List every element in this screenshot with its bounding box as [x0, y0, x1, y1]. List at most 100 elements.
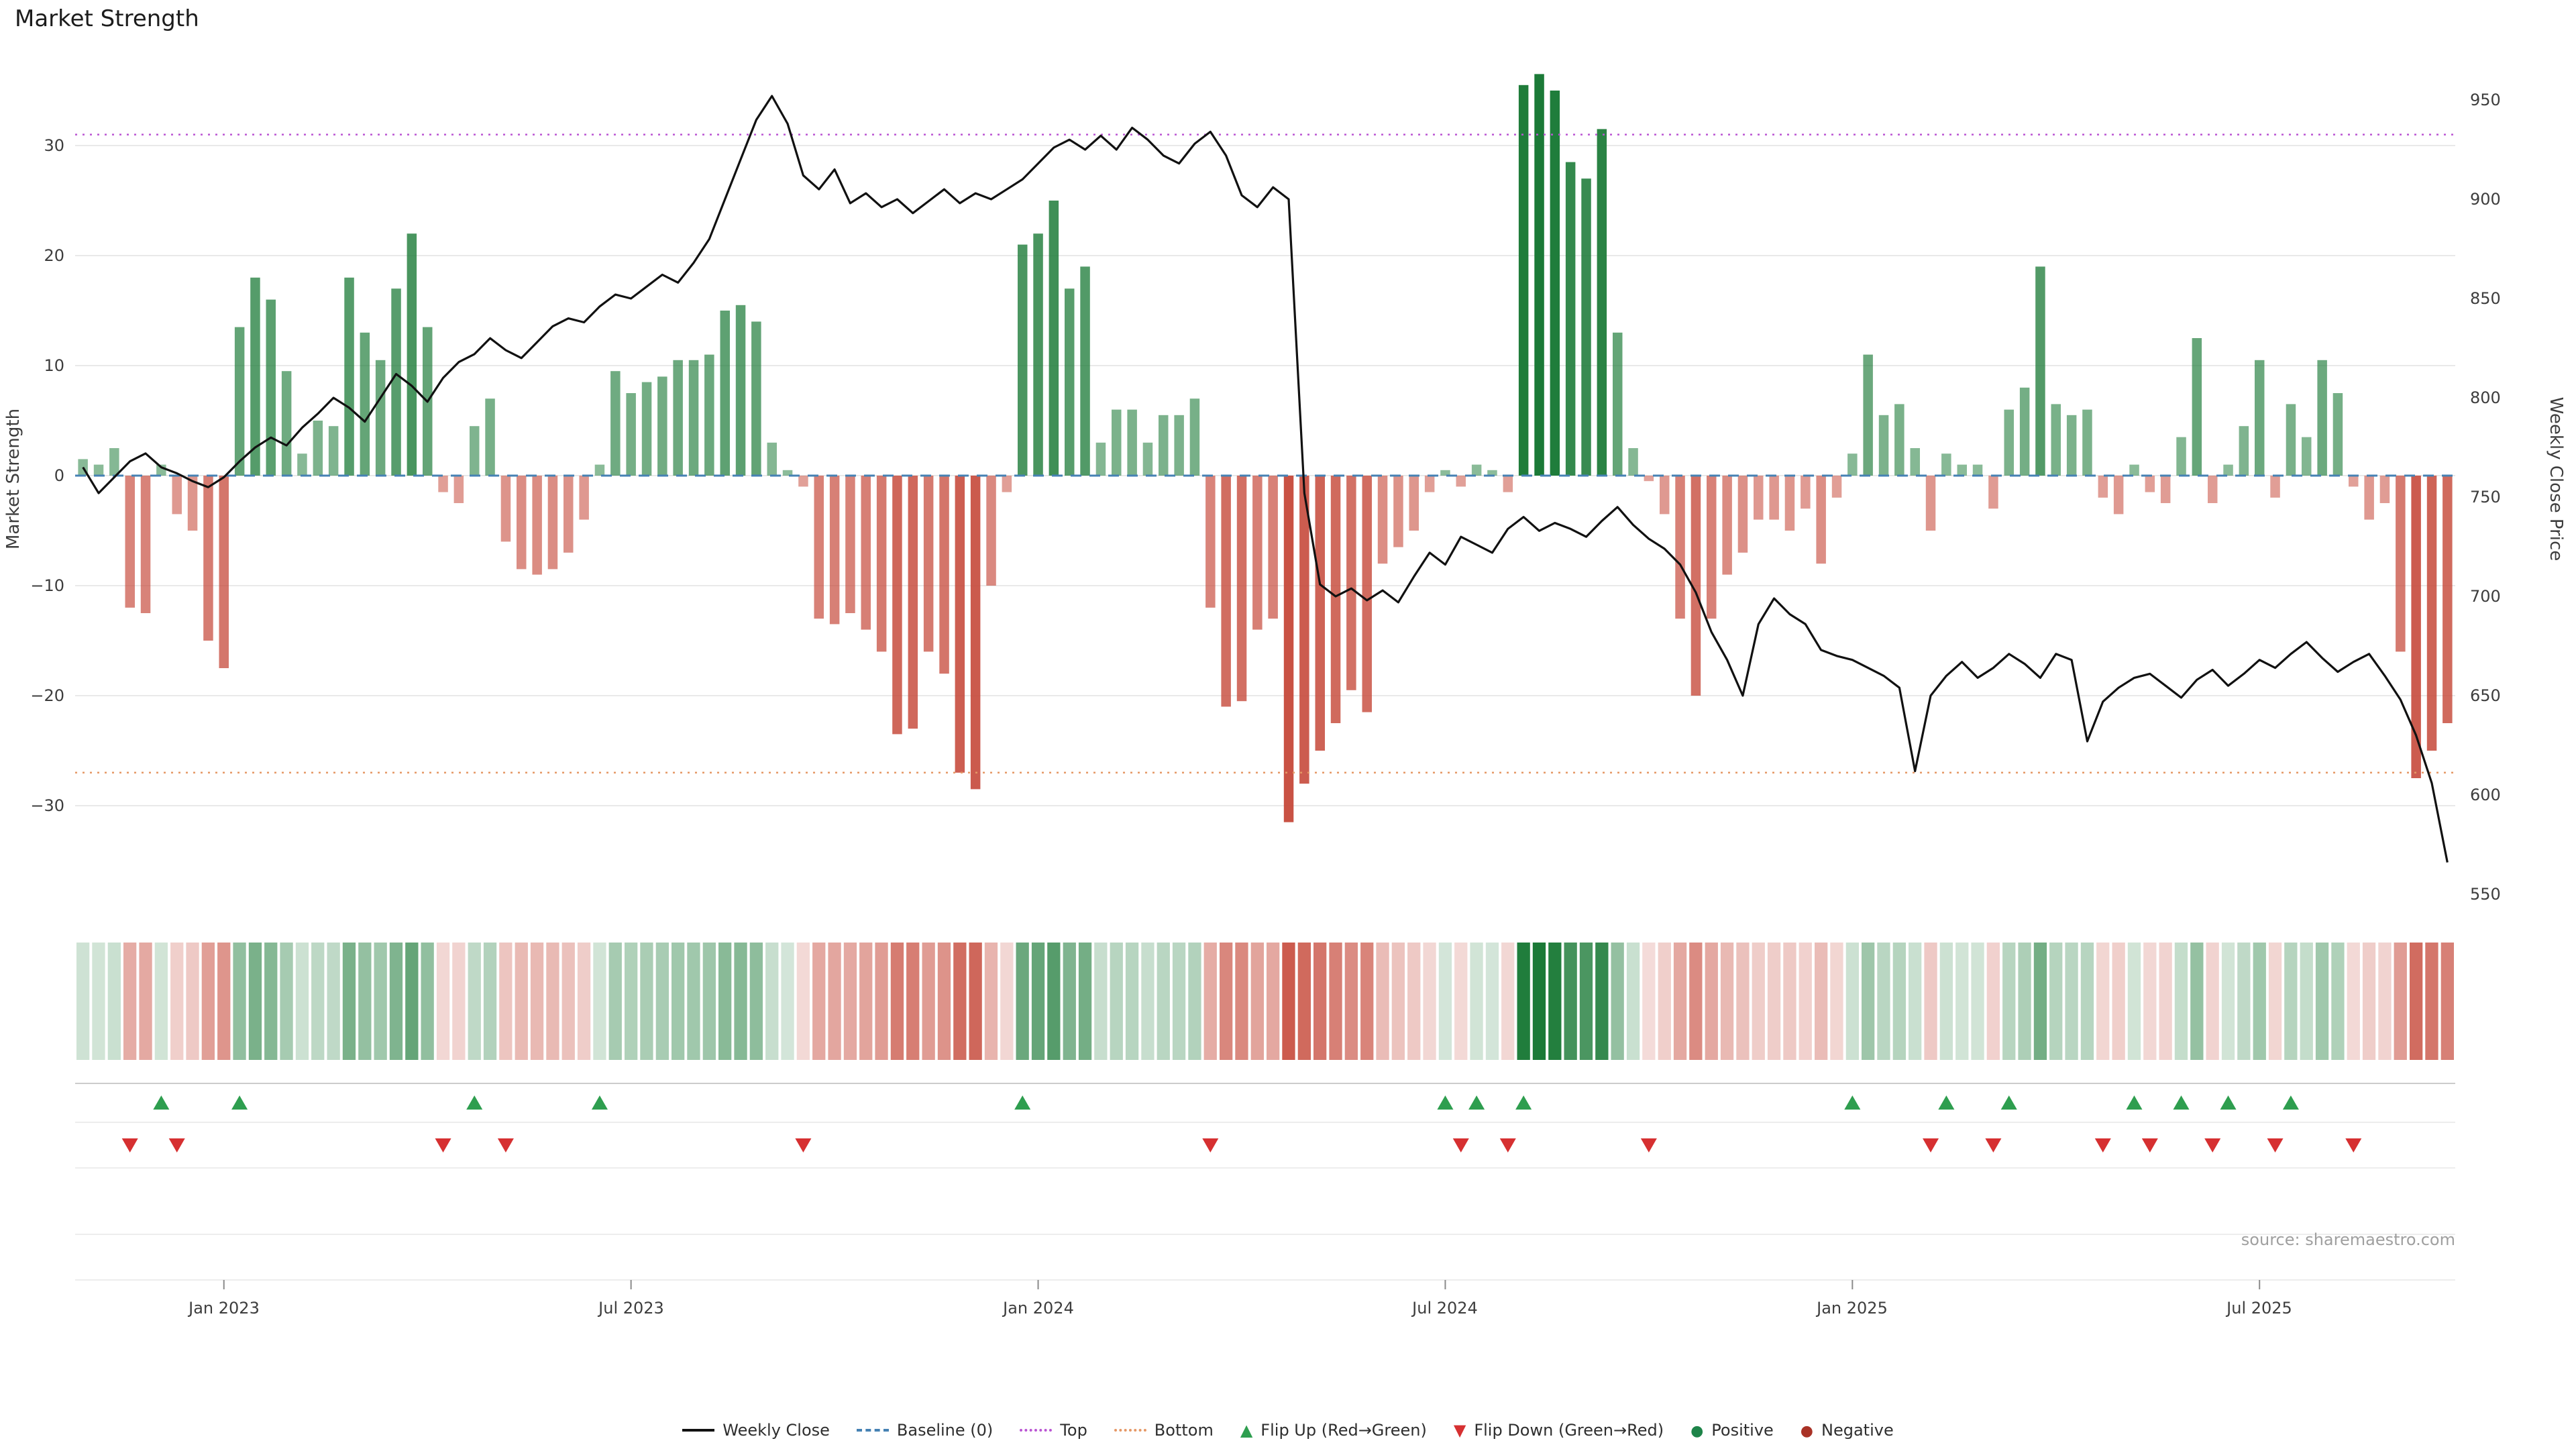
heatmap-cell — [1862, 943, 1875, 1060]
right-tick: 550 — [2470, 885, 2501, 904]
strength-bar — [2364, 476, 2374, 520]
flip-down-marker — [168, 1138, 185, 1152]
strength-bar — [1941, 453, 1951, 476]
strength-bar — [1174, 415, 1184, 476]
heatmap-cell — [1078, 943, 1092, 1060]
heatmap-cell — [749, 943, 763, 1060]
strength-bar — [1205, 476, 1216, 608]
heatmap-cell — [2331, 943, 2345, 1060]
strength-bar — [1675, 476, 1685, 619]
heatmap-cell — [875, 943, 888, 1060]
flip-down-marker — [2141, 1138, 2158, 1152]
heatmap-cell — [2002, 943, 2016, 1060]
x-tick: Jan 2024 — [1002, 1299, 1074, 1318]
heatmap-cell — [1220, 943, 1233, 1060]
heatmap-cell — [640, 943, 653, 1060]
heatmap-cell — [1939, 943, 1953, 1060]
heatmap-cell — [2190, 943, 2204, 1060]
strength-bar — [1910, 448, 1920, 476]
strength-bar — [203, 476, 213, 641]
strength-bar — [1127, 409, 1137, 476]
flip-up-marker — [466, 1095, 483, 1110]
strength-bar — [266, 299, 276, 476]
heatmap-cell — [1673, 943, 1687, 1060]
strength-bar — [939, 476, 949, 674]
heatmap-cell — [201, 943, 215, 1060]
strength-bar — [1597, 129, 1607, 476]
heatmap-cell — [2080, 943, 2094, 1060]
strength-bar — [250, 277, 260, 476]
baseline-line-icon — [856, 1429, 889, 1432]
strength-bar — [2066, 415, 2077, 476]
heatmap-cell — [1752, 943, 1765, 1060]
heatmap-cell — [2143, 943, 2157, 1060]
heatmap-cell — [2410, 943, 2423, 1060]
heatmap-cell — [311, 943, 325, 1060]
strength-bar — [1784, 476, 1795, 531]
heatmap-cell — [1391, 943, 1405, 1060]
strength-bar — [1018, 244, 1028, 476]
strength-bar — [1628, 448, 1638, 476]
heatmap-cell — [2440, 943, 2454, 1060]
strength-bar — [2113, 476, 2124, 515]
heatmap-cell — [672, 943, 685, 1060]
flip-down-marker — [2345, 1138, 2362, 1152]
legend-label: Weekly Close — [722, 1421, 830, 1440]
heatmap-cell — [1141, 943, 1155, 1060]
left-axis-label: Market Strength — [3, 409, 23, 549]
strength-bar — [1863, 354, 1873, 476]
heatmap-cell — [1548, 943, 1562, 1060]
strength-bar — [2019, 387, 2030, 476]
heatmap-cell — [1924, 943, 1937, 1060]
flip-down-marker — [1452, 1138, 1469, 1152]
strength-bar — [1707, 476, 1717, 619]
strength-bar — [2051, 404, 2061, 476]
flip-down-marker — [497, 1138, 514, 1152]
heatmap-cell — [1955, 943, 1969, 1060]
strength-bar — [1487, 470, 1497, 476]
strength-bar — [1159, 415, 1169, 476]
right-tick: 750 — [2470, 488, 2501, 506]
flip-down-marker — [2267, 1138, 2284, 1152]
heatmap-cell — [76, 943, 90, 1060]
heatmap-cell — [342, 943, 356, 1060]
heatmap-cell — [2065, 943, 2078, 1060]
strength-bar — [1690, 476, 1701, 696]
right-tick: 650 — [2470, 686, 2501, 705]
legend-label: Negative — [1821, 1421, 1894, 1440]
strength-bar — [219, 476, 229, 668]
strength-bar — [1644, 476, 1654, 482]
right-tick: 700 — [2470, 587, 2501, 606]
flip-up-marker — [1468, 1095, 1485, 1110]
strength-bar — [125, 476, 135, 608]
heatmap-cell — [1501, 943, 1515, 1060]
strength-bar — [751, 321, 761, 476]
heatmap-cell — [2018, 943, 2031, 1060]
strength-bar — [923, 476, 934, 652]
strength-bar — [2004, 409, 2014, 476]
heatmap-cell — [2362, 943, 2376, 1060]
strength-bar — [2129, 464, 2139, 476]
heatmap-cell — [1845, 943, 1859, 1060]
strength-bar — [892, 476, 902, 735]
strength-bar — [1299, 476, 1309, 784]
heatmap-cell — [1125, 943, 1139, 1060]
left-tick: 10 — [44, 356, 64, 375]
heatmap-cell — [687, 943, 700, 1060]
heatmap-cell — [2315, 943, 2329, 1060]
strength-bar — [1142, 442, 1153, 476]
flip-down-marker — [435, 1138, 451, 1152]
heatmap-cell — [1595, 943, 1609, 1060]
heatmap-cell — [499, 943, 513, 1060]
heatmap-cell — [374, 943, 387, 1060]
flip-up-marker — [2173, 1095, 2190, 1110]
heatmap-cell — [2096, 943, 2110, 1060]
left-tick: 0 — [54, 466, 64, 485]
heatmap-cell — [702, 943, 716, 1060]
heatmap-cell — [2221, 943, 2235, 1060]
strength-bar — [955, 476, 965, 773]
strength-bar — [1440, 470, 1450, 476]
heatmap-cell — [969, 943, 982, 1060]
strength-bar — [1518, 85, 1529, 476]
